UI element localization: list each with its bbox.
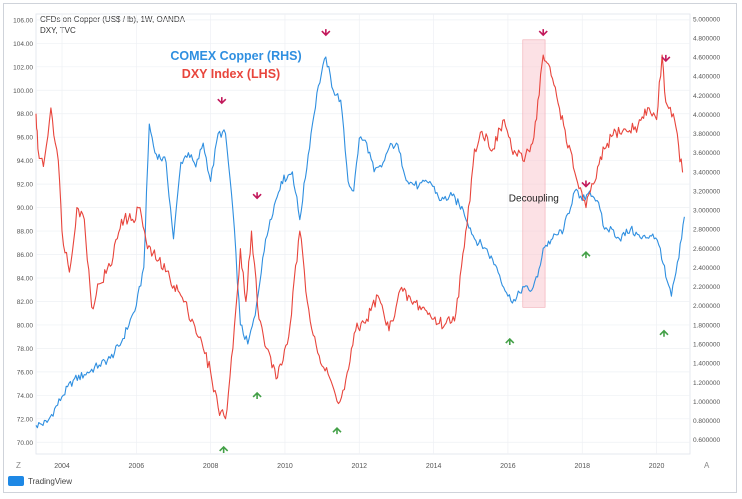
down-arrow-marker: [538, 29, 548, 37]
up-arrow-marker: [659, 329, 669, 337]
right-tick-label: 1.000000: [693, 399, 720, 406]
up-arrow-marker: [252, 391, 262, 399]
up-arrow-marker: [332, 427, 342, 435]
right-tick-label: 2.600000: [693, 246, 720, 253]
legend-item-0: COMEX Copper (RHS): [170, 49, 301, 63]
right-tick-label: 1.200000: [693, 380, 720, 387]
left-tick-label: 74.00: [17, 393, 34, 400]
chart-svg[interactable]: 70.00 72.00 74.00 76.00 78.00 80.00 82.00 84.00…: [4, 4, 736, 474]
right-tick-label: 2.800000: [693, 227, 720, 234]
x-tick-label: 2020: [649, 463, 665, 470]
decoupling-band: [522, 39, 546, 308]
left-tick-label: 70.00: [17, 440, 34, 447]
footer-brand[interactable]: TradingView: [8, 473, 72, 489]
series-layer: [35, 54, 685, 429]
left-tick-label: 96.00: [17, 135, 34, 142]
left-tick-label: 88.00: [17, 229, 34, 236]
left-tick-label: 92.00: [17, 182, 34, 189]
down-arrow-marker: [217, 97, 227, 105]
right-tick-label: 4.200000: [693, 93, 720, 100]
x-tick-label: 2014: [426, 463, 442, 470]
x-axis: 2004 2006 2008 2010 2012 2014 2016 2018 2020: [54, 463, 664, 470]
marker-layer: [217, 29, 671, 453]
left-tick-label: 82.00: [17, 299, 34, 306]
left-axis: 70.00 72.00 74.00 76.00 78.00 80.00 82.00 84.00…: [13, 17, 33, 446]
up-arrow-marker: [219, 445, 229, 453]
left-tick-label: 90.00: [17, 205, 34, 212]
chart-frame: CFDs on Copper (US$ / lb), 1W, OANDA DXY…: [3, 3, 737, 493]
up-arrow-marker: [505, 337, 515, 346]
right-tick-label: 4.000000: [693, 112, 720, 119]
down-arrow-marker: [321, 29, 331, 37]
left-tick-label: 100.00: [13, 88, 33, 95]
x-tick-label: 2004: [54, 463, 70, 470]
right-tick-label: 1.600000: [693, 342, 720, 349]
x-tick-label: 2010: [277, 463, 293, 470]
x-tick-label: 2016: [500, 463, 516, 470]
right-tick-label: 0.800000: [693, 418, 720, 425]
axis-corner-right: A: [704, 461, 710, 470]
right-tick-label: 0.600000: [693, 437, 720, 444]
left-tick-label: 72.00: [17, 416, 34, 423]
right-tick-label: 4.800000: [693, 35, 720, 42]
chart-symbol-subtitle: DXY, TVC: [40, 26, 76, 35]
right-tick-label: 3.400000: [693, 169, 720, 176]
tradingview-brand-text: TradingView: [28, 476, 73, 486]
legend-item-1: DXY Index (LHS): [182, 67, 280, 81]
chart-symbol-title: CFDs on Copper (US$ / lb), 1W, OANDA: [40, 15, 185, 24]
chart-header: CFDs on Copper (US$ / lb), 1W, OANDA DXY…: [40, 14, 185, 36]
x-tick-label: 2008: [203, 463, 219, 470]
left-tick-label: 84.00: [17, 276, 34, 283]
right-tick-label: 2.200000: [693, 284, 720, 291]
plot-border: [35, 13, 691, 455]
right-tick-label: 3.800000: [693, 131, 720, 138]
right-tick-label: 1.400000: [693, 361, 720, 368]
right-tick-label: 5.000000: [693, 16, 720, 23]
up-arrow-marker: [581, 251, 591, 259]
right-tick-label: 3.600000: [693, 150, 720, 157]
down-arrow-marker: [252, 192, 262, 200]
series-line-0: [35, 56, 685, 429]
left-tick-label: 98.00: [17, 111, 34, 118]
left-tick-label: 94.00: [17, 158, 34, 165]
right-tick-label: 2.400000: [693, 265, 720, 272]
tradingview-logo-icon: [8, 476, 24, 486]
right-axis: 0.600000 0.800000 1.000000 1.200000 1.400000…: [693, 16, 720, 444]
left-tick-label: 102.00: [13, 64, 33, 71]
down-arrow-marker: [661, 54, 671, 63]
left-tick-label: 78.00: [17, 346, 34, 353]
left-tick-label: 76.00: [17, 369, 34, 376]
down-arrow-marker: [581, 180, 591, 188]
x-tick-label: 2006: [129, 463, 145, 470]
x-tick-label: 2012: [351, 463, 367, 470]
right-tick-label: 2.000000: [693, 303, 720, 310]
decoupling-label: Decoupling: [509, 194, 559, 205]
grid-lines: [35, 13, 691, 455]
x-tick-label: 2018: [574, 463, 590, 470]
legend: COMEX Copper (RHS) DXY Index (LHS): [170, 49, 301, 81]
right-tick-label: 3.200000: [693, 188, 720, 195]
right-tick-label: 4.600000: [693, 55, 720, 62]
series-line-1: [35, 54, 684, 420]
left-tick-label: 86.00: [17, 252, 34, 259]
right-tick-label: 4.400000: [693, 74, 720, 81]
left-tick-label: 106.00: [13, 17, 33, 24]
right-tick-label: 1.800000: [693, 322, 720, 329]
left-tick-label: 104.00: [13, 41, 33, 48]
left-tick-label: 80.00: [17, 322, 34, 329]
right-tick-label: 3.000000: [693, 208, 720, 215]
axis-corner-left: Z: [16, 461, 21, 470]
